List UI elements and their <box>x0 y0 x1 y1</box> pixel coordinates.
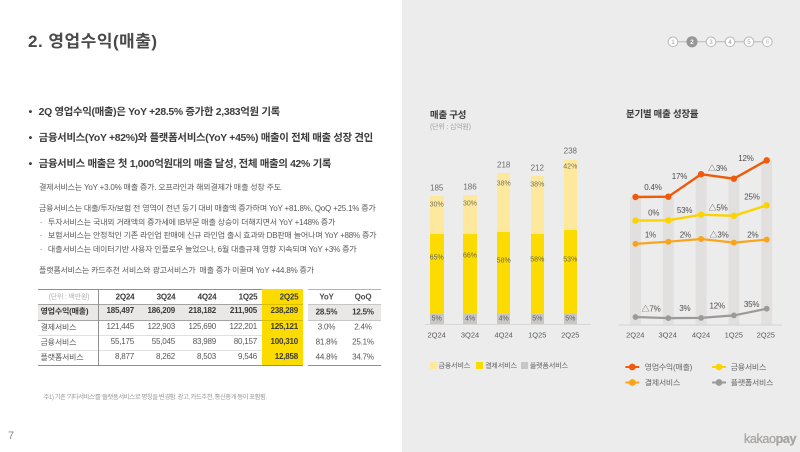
svg-text:35%: 35% <box>744 300 759 309</box>
svg-text:17%: 17% <box>672 172 687 181</box>
svg-text:3: 3 <box>709 39 713 46</box>
svg-text:플랫폼서비스: 플랫폼서비스 <box>731 378 774 387</box>
svg-text:2%: 2% <box>680 231 691 240</box>
svg-text:4Q24: 4Q24 <box>692 331 710 340</box>
svg-text:2%: 2% <box>747 231 758 240</box>
svg-text:2Q24: 2Q24 <box>626 331 644 340</box>
svg-text:영업수익(매출): 영업수익(매출) <box>645 363 693 372</box>
svg-text:6: 6 <box>766 39 770 46</box>
svg-text:3Q24: 3Q24 <box>659 331 677 340</box>
svg-text:△7%: △7% <box>642 305 661 314</box>
svg-text:금융서비스: 금융서비스 <box>731 363 767 372</box>
svg-text:△3%: △3% <box>708 164 727 173</box>
svg-text:3%: 3% <box>679 304 690 313</box>
svg-text:△5%: △5% <box>709 204 728 213</box>
svg-text:△3%: △3% <box>710 231 729 240</box>
svg-text:12%: 12% <box>738 154 753 163</box>
svg-text:12%: 12% <box>709 301 724 310</box>
svg-text:4: 4 <box>728 39 732 46</box>
svg-text:1%: 1% <box>645 231 656 240</box>
svg-text:25%: 25% <box>744 193 759 202</box>
svg-text:5: 5 <box>747 39 751 46</box>
svg-text:53%: 53% <box>677 206 692 215</box>
svg-text:2Q25: 2Q25 <box>757 331 775 340</box>
svg-text:2: 2 <box>690 39 694 46</box>
svg-text:0.4%: 0.4% <box>644 183 662 192</box>
svg-text:1: 1 <box>671 39 675 46</box>
svg-text:1Q25: 1Q25 <box>725 331 743 340</box>
svg-text:0%: 0% <box>648 209 659 218</box>
svg-text:결제서비스: 결제서비스 <box>645 378 681 387</box>
